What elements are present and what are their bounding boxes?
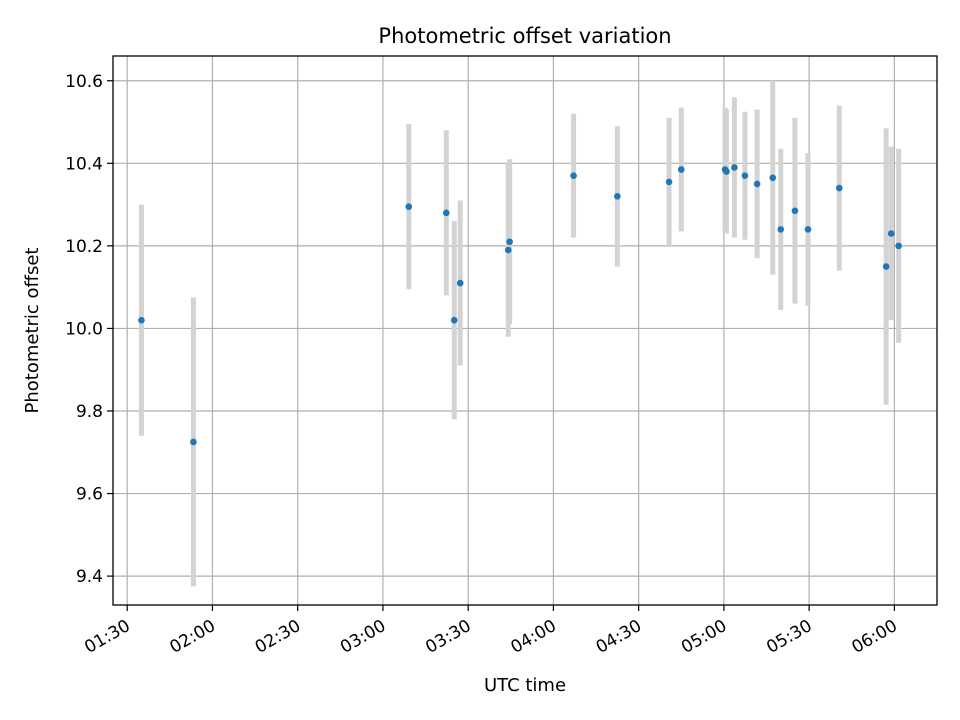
x-axis-label: UTC time [484, 675, 566, 696]
grid [113, 56, 937, 605]
x-tick-label: 02:00 [167, 616, 219, 658]
data-point [769, 174, 777, 182]
data-point [504, 246, 512, 254]
data-point [741, 172, 749, 180]
data-point [138, 316, 145, 324]
x-tick-label: 05:00 [678, 616, 730, 658]
data-point [506, 238, 513, 246]
y-axis-ticks: 9.4 9.6 9.8 10.0 10.2 10.4 10.6 [65, 72, 113, 587]
y-tick-label: 10.4 [65, 154, 103, 174]
data-points [138, 164, 902, 446]
x-tick-label: 03:30 [422, 616, 474, 658]
data-point [456, 279, 464, 287]
x-tick-label: 05:30 [763, 616, 815, 658]
y-tick-label: 9.8 [76, 402, 103, 422]
x-axis-ticks: 01:30 02:00 02:30 03:00 03:30 04:00 04:30 05:00… [81, 605, 901, 658]
data-point [442, 209, 450, 217]
chart-title: Photometric offset variation [378, 24, 671, 48]
y-tick-label: 10.6 [65, 72, 103, 92]
y-axis-label: Photometric offset [22, 248, 43, 414]
data-point [731, 164, 738, 171]
data-point [450, 316, 458, 324]
x-tick-label: 02:30 [252, 616, 304, 658]
x-tick-label: 06:00 [848, 616, 900, 658]
data-point [677, 166, 685, 173]
data-point [405, 203, 413, 210]
y-tick-label: 10.2 [65, 237, 103, 257]
data-point [887, 230, 895, 237]
data-point [791, 207, 799, 215]
y-tick-label: 9.4 [76, 567, 103, 587]
data-point [753, 180, 761, 188]
data-point [895, 242, 902, 250]
x-tick-label: 03:00 [337, 616, 389, 658]
x-tick-label: 04:30 [593, 616, 645, 658]
error-bars [138, 80, 902, 587]
data-point [882, 263, 890, 270]
data-point [723, 168, 730, 175]
data-point [665, 178, 673, 186]
data-point [777, 226, 785, 233]
data-point [614, 193, 621, 200]
y-tick-label: 9.6 [76, 485, 103, 505]
plot-frame [112, 55, 938, 606]
data-point [570, 172, 577, 180]
y-tick-label: 10.0 [65, 319, 103, 339]
x-tick-label: 04:00 [507, 616, 559, 658]
x-tick-label: 01:30 [81, 616, 133, 658]
data-point [835, 184, 843, 192]
data-point [190, 438, 197, 446]
data-point [804, 226, 812, 233]
